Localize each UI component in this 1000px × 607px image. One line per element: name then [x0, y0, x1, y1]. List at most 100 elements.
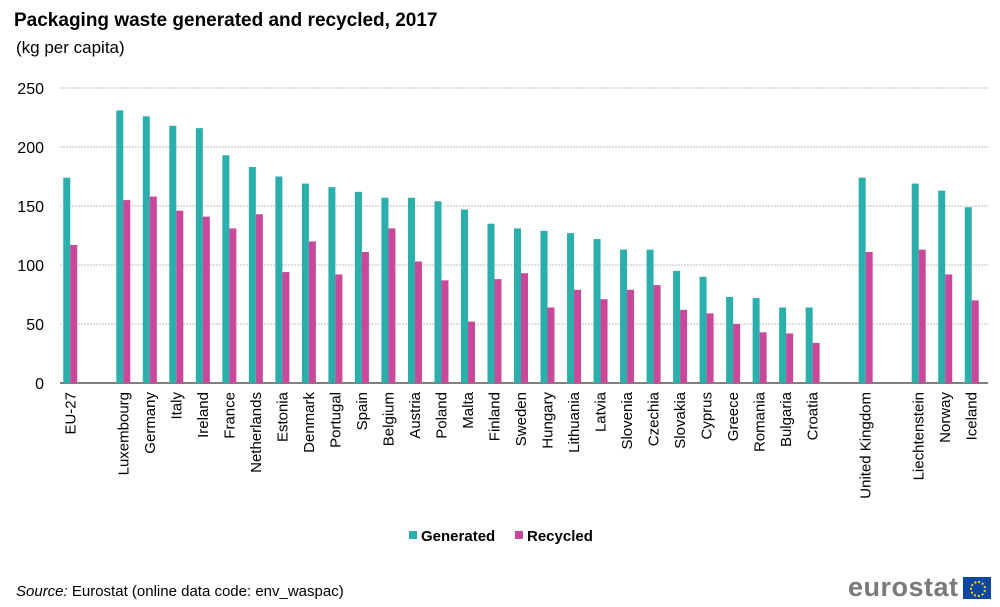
- bar-recycled: [733, 324, 741, 383]
- x-tick-label: Belgium: [380, 392, 397, 446]
- bar-recycled: [414, 261, 422, 383]
- eurostat-logo: eurostat: [848, 574, 991, 601]
- bar-generated: [275, 176, 283, 383]
- x-tick-label: Norway: [937, 392, 954, 443]
- y-tick-label: 100: [17, 258, 44, 275]
- y-tick-label: 250: [17, 81, 44, 98]
- source-label: Source:: [16, 583, 68, 600]
- y-tick-label: 200: [17, 140, 44, 157]
- bar-recycled: [123, 200, 131, 383]
- bar-generated: [567, 233, 575, 383]
- x-tick-label: Estonia: [274, 391, 291, 442]
- bar-generated: [699, 276, 707, 383]
- x-tick-label: Liechtenstein: [911, 392, 928, 480]
- bar-generated: [381, 197, 389, 383]
- x-tick-label: Czechia: [646, 391, 663, 446]
- bar-generated: [195, 128, 203, 383]
- bar-recycled: [202, 216, 210, 383]
- bar-recycled: [812, 342, 820, 383]
- bar-generated: [328, 187, 336, 383]
- x-tick-label: Finland: [486, 392, 503, 441]
- x-tick-label: Netherlands: [248, 392, 265, 473]
- bar-generated: [593, 239, 601, 383]
- bar-generated: [858, 177, 866, 383]
- bar-recycled: [547, 307, 555, 383]
- bar-generated: [63, 177, 71, 383]
- x-tick-label: Hungary: [540, 392, 557, 449]
- bar-recycled: [786, 333, 794, 383]
- bar-generated: [487, 223, 495, 383]
- x-tick-label: France: [221, 392, 238, 439]
- bar-recycled: [918, 249, 926, 383]
- bar-recycled: [759, 332, 767, 383]
- x-tick-label: Slovakia: [672, 391, 689, 448]
- bar-generated: [726, 296, 734, 383]
- bar-recycled: [865, 252, 873, 383]
- bar-recycled: [680, 309, 688, 383]
- bar-generated: [752, 298, 760, 383]
- bar-recycled: [176, 210, 184, 383]
- bar-generated: [169, 125, 177, 383]
- x-tick-label: United Kingdom: [858, 392, 875, 499]
- x-tick-label: Denmark: [301, 392, 318, 453]
- x-tick-label: Lithuania: [566, 391, 583, 453]
- x-tick-label: Luxembourg: [115, 392, 132, 475]
- bar-recycled: [229, 228, 237, 383]
- bar-recycled: [600, 299, 608, 383]
- bar-recycled: [388, 228, 396, 383]
- bar-generated: [540, 230, 548, 383]
- x-tick-label: Austria: [407, 391, 424, 438]
- bar-generated: [938, 190, 946, 383]
- x-tick-label: Greece: [725, 392, 742, 441]
- x-tick-label: Spain: [354, 392, 371, 430]
- x-tick-label: Poland: [433, 392, 450, 439]
- x-tick-label: Croatia: [805, 391, 822, 440]
- legend-label: Recycled: [527, 528, 593, 545]
- bar-generated: [301, 183, 309, 383]
- bar-recycled: [945, 274, 953, 383]
- bar-recycled: [441, 280, 449, 383]
- bar-recycled: [335, 274, 343, 383]
- bar-recycled: [467, 321, 475, 383]
- x-tick-label: Latvia: [593, 391, 610, 432]
- bar-recycled: [706, 313, 714, 383]
- x-tick-label: Cyprus: [699, 392, 716, 440]
- bar-generated: [116, 110, 124, 384]
- bar-recycled: [361, 252, 369, 383]
- bar-recycled: [149, 196, 157, 383]
- x-tick-label: Italy: [168, 392, 185, 420]
- y-tick-label: 50: [26, 317, 44, 334]
- bar-generated: [434, 201, 442, 383]
- bar-generated: [248, 167, 256, 383]
- bar-generated: [142, 116, 150, 383]
- bar-generated: [407, 197, 415, 383]
- bar-recycled: [308, 241, 316, 383]
- bar-generated: [620, 249, 628, 383]
- bar-generated: [514, 228, 521, 383]
- x-tick-label: Ireland: [195, 392, 212, 438]
- bar-recycled: [627, 289, 635, 383]
- x-tick-label: Portugal: [327, 392, 344, 448]
- x-tick-label: Malta: [460, 391, 477, 428]
- bar-recycled: [255, 214, 263, 383]
- bar-generated: [779, 307, 787, 383]
- bar-generated: [354, 191, 362, 383]
- x-tick-label: Bulgaria: [778, 391, 795, 447]
- source-note: Source: Eurostat (online data code: env_…: [16, 583, 344, 600]
- bar-recycled: [971, 300, 979, 383]
- legend-swatch: [409, 531, 417, 539]
- x-tick-label: Germany: [142, 392, 159, 454]
- bar-recycled: [521, 273, 528, 383]
- bar-generated: [911, 183, 919, 383]
- y-tick-label: 0: [35, 376, 44, 393]
- x-tick-label: EU-27: [62, 392, 79, 435]
- legend-swatch: [515, 531, 523, 539]
- chart-title: Packaging waste generated and recycled, …: [14, 10, 438, 31]
- bar-recycled: [282, 272, 290, 383]
- x-tick-label: Sweden: [513, 392, 530, 446]
- bar-generated: [964, 207, 972, 383]
- source-text: Eurostat (online data code: env_waspac): [67, 583, 344, 600]
- x-tick-label: Iceland: [964, 392, 981, 440]
